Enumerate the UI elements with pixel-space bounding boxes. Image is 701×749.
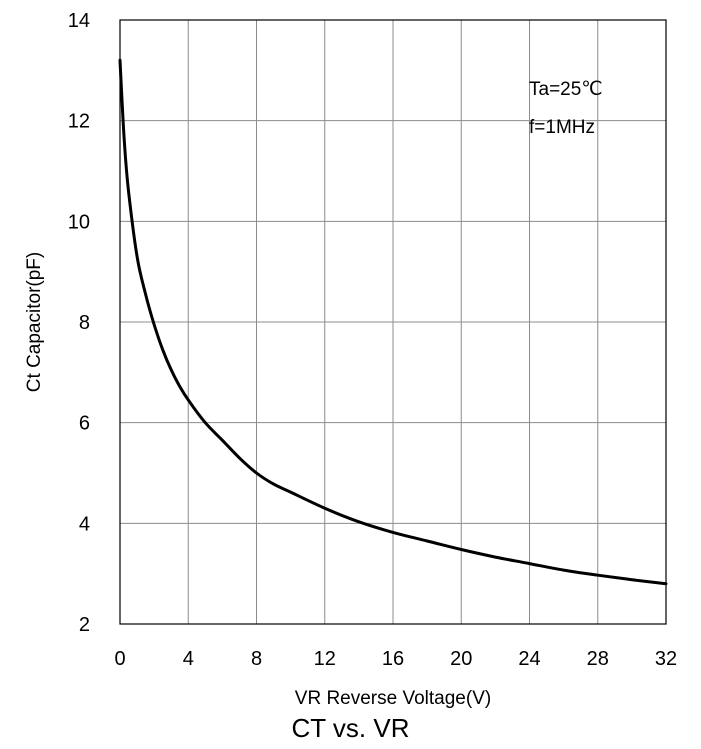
y-tick-label: 6	[79, 413, 90, 435]
x-tick-label: 32	[655, 648, 677, 670]
x-tick-label: 0	[114, 648, 125, 670]
chart-caption: CT vs. VR	[291, 713, 410, 743]
x-tick-label: 24	[518, 648, 540, 670]
y-tick-label: 14	[68, 10, 90, 32]
x-tick-label: 20	[450, 648, 472, 670]
y-axis-label: Ct Capacitor(pF)	[24, 252, 45, 392]
x-tick-label: 4	[183, 648, 194, 670]
grid-lines	[120, 20, 666, 624]
plot-frame	[119, 19, 667, 625]
x-tick-label: 16	[382, 648, 404, 670]
series-group	[118, 58, 668, 586]
series-line	[118, 58, 668, 586]
x-tick-label: 28	[587, 648, 609, 670]
annotation-temperature: Ta=25℃	[529, 79, 603, 100]
x-tick-label: 12	[314, 648, 336, 670]
x-axis-label: VR Reverse Voltage(V)	[295, 688, 491, 709]
y-tick-labels: 2 4 6 8 10 12 14	[68, 10, 90, 636]
y-tick-label: 2	[79, 614, 90, 636]
annotation-frequency: f=1MHz	[529, 117, 595, 138]
x-tick-labels: 0 4 8 12 16 20 24 28 32	[114, 648, 677, 670]
x-tick-label: 8	[251, 648, 262, 670]
y-tick-label: 12	[68, 111, 90, 133]
y-tick-label: 4	[79, 513, 90, 535]
y-tick-label: 8	[79, 312, 90, 334]
y-tick-label: 10	[68, 211, 90, 233]
